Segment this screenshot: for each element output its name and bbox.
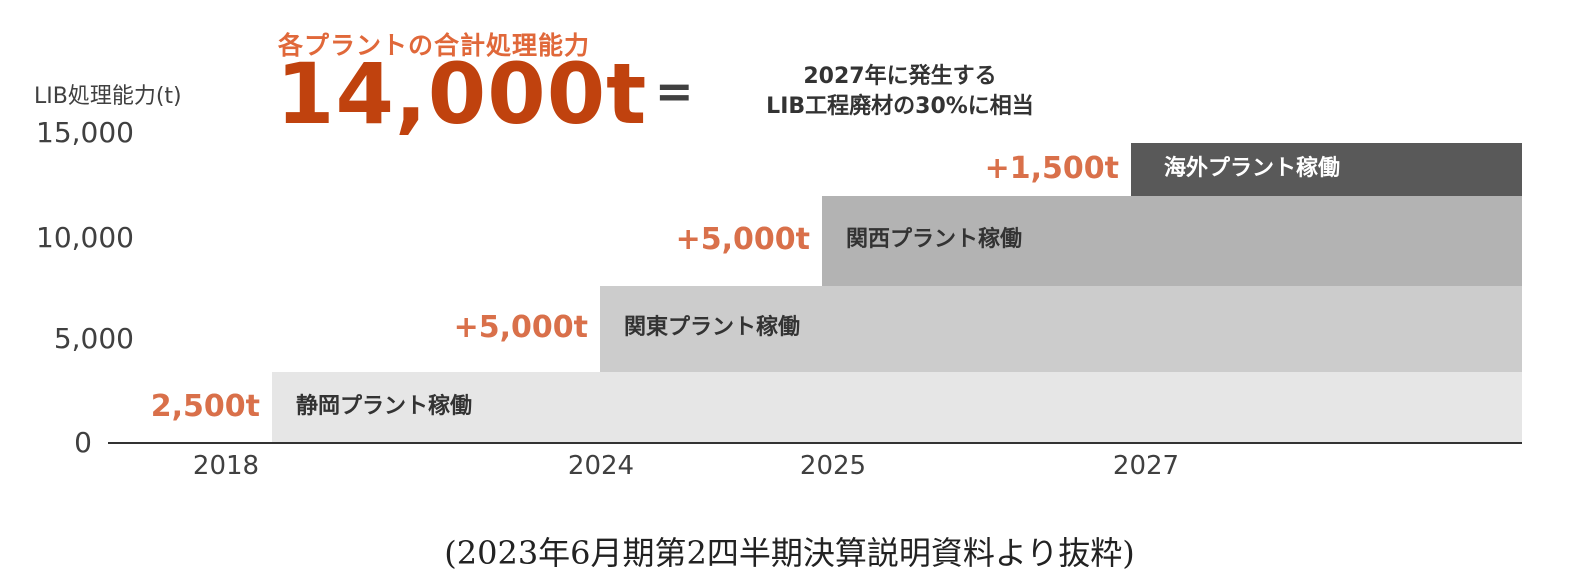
y-tick-10000: 10,000 [36,221,134,254]
x-axis-line [108,442,1522,444]
chart-subtitle: 各プラントの合計処理能力 [278,31,591,60]
equals-sign: = [655,64,694,118]
equivalence-note: 2027年に発生する LIB工程廃材の30%に相当 [720,62,1080,122]
increment-label-2025: +5,000t [675,222,810,257]
y-axis-label: LIB処理能力(t) [34,84,182,109]
band-2027 [1131,143,1522,196]
band-2018 [272,372,1522,443]
x-tick-2027: 2027 [1112,451,1180,481]
equivalence-line-2: LIB工程廃材の30%に相当 [766,94,1034,119]
band-2024 [600,286,1522,372]
source-note: (2023年6月期第2四半期決算説明資料より抜粋) [444,534,1135,572]
plant-label-2018: 静岡プラント稼働 [296,393,473,419]
increment-label-2024: +5,000t [453,310,588,345]
y-tick-15000: 15,000 [36,116,134,149]
band-2025 [822,196,1522,286]
x-tick-2025: 2025 [799,451,867,481]
headline-value: 14,000t [276,45,648,143]
x-tick-2018: 2018 [192,451,260,481]
plant-label-2024: 関東プラント稼働 [624,315,801,340]
y-tick-0: 0 [74,426,92,459]
y-tick-5000: 5,000 [53,322,134,355]
equivalence-line-1: 2027年に発生する [803,64,997,89]
x-tick-2024: 2024 [567,451,635,481]
increment-label-2018: 2,500t [150,388,260,424]
increment-label-2027: +1,500t [984,150,1119,186]
plant-label-2027: 海外プラント稼働 [1164,155,1341,181]
plant-label-2025: 関西プラント稼働 [846,227,1023,252]
